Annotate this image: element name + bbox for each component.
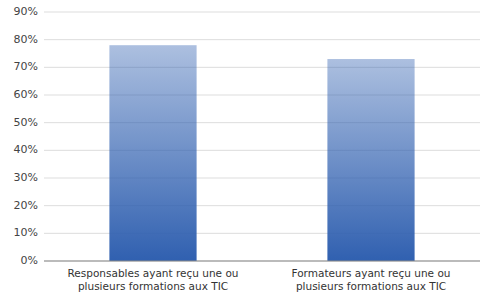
x-axis-line — [44, 261, 480, 262]
bar — [327, 59, 414, 261]
y-tick-label: 0% — [21, 254, 38, 267]
y-tick-label: 20% — [14, 199, 38, 212]
grid-line — [44, 39, 480, 40]
y-axis: 0% 10% 20% 30% 40% 50% 60% 70% 80% 90% — [14, 5, 38, 267]
y-tick-label: 50% — [14, 116, 38, 129]
y-tick-label: 10% — [14, 226, 38, 239]
bar — [109, 45, 196, 261]
bars — [109, 45, 414, 261]
grid — [44, 12, 480, 261]
x-tick-label: Responsables ayant reçu une ouplusieurs … — [68, 267, 239, 292]
x-axis: Responsables ayant reçu une ouplusieurs … — [68, 267, 451, 292]
chart: 0% 10% 20% 30% 40% 50% 60% 70% 80% 90% Responsable… — [0, 0, 492, 305]
y-tick-label: 40% — [14, 143, 38, 156]
y-tick-label: 60% — [14, 88, 38, 101]
grid-line — [44, 12, 480, 13]
y-tick-label: 90% — [14, 5, 38, 18]
y-tick-label: 80% — [14, 33, 38, 46]
y-tick-label: 70% — [14, 60, 38, 73]
y-tick-label: 30% — [14, 171, 38, 184]
x-tick-label: Formateurs ayant reçu une ouplusieurs fo… — [292, 267, 451, 292]
grid-line — [44, 261, 480, 262]
